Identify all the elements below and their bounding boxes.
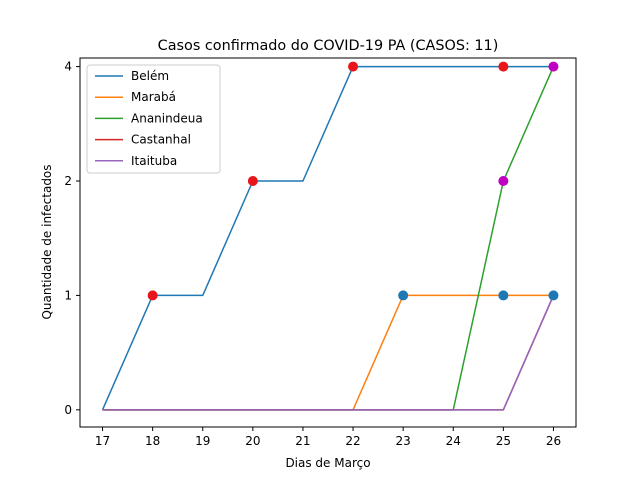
- series-line-4: [102, 295, 555, 411]
- legend-label: Belém: [131, 69, 169, 83]
- y-tick-label: 1: [64, 288, 72, 302]
- x-axis-title: Dias de Março: [285, 456, 370, 470]
- data-point-marker: [498, 290, 509, 301]
- data-point-marker: [247, 176, 258, 186]
- legend-label: Itaituba: [131, 154, 177, 168]
- x-tick-label: 21: [295, 434, 310, 448]
- x-tick-label: 26: [546, 434, 561, 448]
- chart-title: Casos confirmado do COVID-19 PA (CASOS: …: [158, 38, 499, 54]
- x-tick-label: 19: [195, 434, 210, 448]
- x-tick-label: 25: [496, 434, 511, 448]
- legend-box: [86, 64, 221, 174]
- y-tick-label: 2: [64, 174, 72, 188]
- legend-label: Ananindeua: [131, 111, 203, 125]
- plot-frame: [79, 57, 577, 428]
- legend-label: Marabá: [131, 90, 176, 104]
- x-tick-label: 17: [95, 434, 110, 448]
- data-markers: [147, 61, 559, 301]
- legend: Belém Marabá Ananindeua Castanhal Itaituba: [86, 64, 221, 174]
- x-tick-label: 24: [446, 434, 461, 448]
- series-lines: [101, 65, 555, 411]
- x-tick-label: 20: [245, 434, 260, 448]
- data-point-marker: [398, 290, 409, 301]
- y-axis-title: Quantidade de infectados: [40, 164, 54, 319]
- data-point-marker: [147, 290, 158, 301]
- x-tick-label: 23: [396, 434, 411, 448]
- data-point-marker: [548, 61, 559, 72]
- x-tick-label: 18: [145, 434, 160, 448]
- y-tick-label: 4: [64, 60, 72, 74]
- data-point-marker: [498, 61, 509, 72]
- data-point-marker: [548, 290, 559, 301]
- legend-label: Castanhal: [131, 133, 191, 147]
- data-point-marker: [498, 176, 509, 186]
- y-tick-label: 0: [64, 403, 72, 417]
- data-point-marker: [348, 61, 359, 72]
- x-tick-label: 22: [345, 434, 360, 448]
- series-line-0: [101, 65, 554, 411]
